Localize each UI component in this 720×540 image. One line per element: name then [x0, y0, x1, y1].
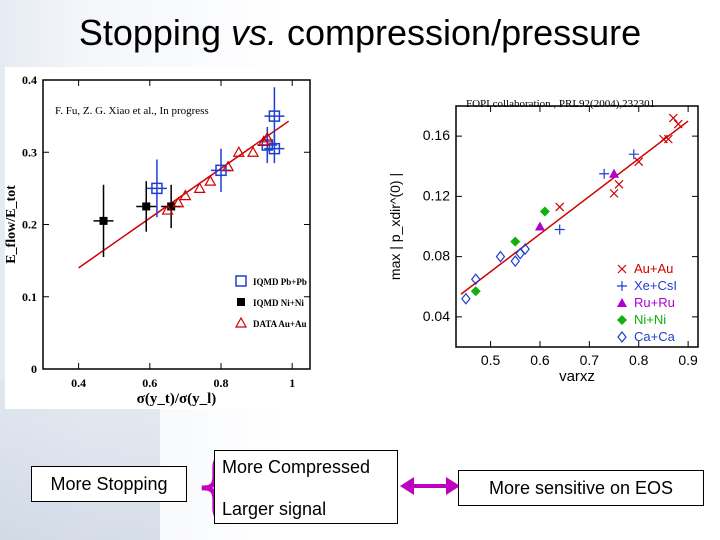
x-axis-label: σ(y_t)/σ(y_l) — [137, 391, 217, 407]
data-point — [470, 286, 481, 297]
legend-marker — [235, 275, 247, 287]
data-point — [614, 179, 624, 189]
data-point — [179, 189, 192, 201]
data-point — [222, 160, 235, 172]
left-chart: 0.4 0.6 0.8 1 0 0.1 0.2 0.3 0.4 σ(y_t)/σ(y_l) E_fl… — [5, 73, 311, 407]
data-point — [161, 203, 174, 215]
data-point — [268, 110, 281, 122]
data-point — [470, 273, 481, 286]
data-point — [510, 236, 521, 247]
y-tick-label: 0 — [31, 362, 37, 376]
title-part-1: Stopping — [78, 12, 231, 53]
more-sensitive-box: More sensitive on EOS — [458, 470, 704, 506]
x-tick-label: 0.9 — [678, 352, 698, 368]
chart-annotation: FOPI collaboration., PRL92(2004),232301 — [466, 98, 655, 110]
legend-marker — [617, 315, 627, 325]
x-tick-label: 1 — [289, 376, 295, 390]
legend-marker — [234, 316, 248, 328]
data-point — [193, 182, 206, 193]
data-point — [539, 206, 550, 217]
data-point — [628, 149, 639, 160]
y-axis-label: E_flow/E_tot — [5, 185, 19, 264]
data-point — [172, 196, 185, 208]
data-point — [634, 157, 644, 167]
title-part-2: compression/pressure — [276, 12, 642, 53]
right-chart: 0.5 0.6 0.7 0.8 0.9 0.04 0.08 0.12 0.16 varxz max … — [387, 98, 699, 385]
legend-label: Ni+Ni — [634, 312, 666, 327]
title-part-vs: vs. — [230, 12, 277, 53]
data-point — [495, 250, 506, 263]
data-point — [257, 135, 270, 147]
chart-annotation: F. Fu, Z. G. Xiao et al., In progress — [55, 105, 209, 117]
data-point — [142, 202, 151, 211]
data-point — [261, 131, 274, 143]
x-tick-label: 0.7 — [580, 352, 600, 368]
data-point — [663, 134, 673, 144]
y-tick-label: 0.2 — [22, 218, 37, 232]
more-compressed-label: More Compressed — [222, 457, 371, 477]
x-tick-label: 0.8 — [214, 376, 229, 390]
legend-marker — [617, 298, 627, 307]
data-point — [668, 113, 678, 123]
y-tick-label: 0.3 — [22, 145, 37, 159]
data-point — [232, 146, 245, 157]
plot-frame — [455, 105, 699, 348]
data-point — [151, 182, 163, 195]
x-tick-label: 0.4 — [71, 376, 86, 390]
data-point — [99, 216, 108, 225]
data-point — [609, 188, 619, 198]
legend-marker — [617, 264, 627, 274]
data-point — [167, 202, 176, 211]
y-tick-label: 0.08 — [423, 248, 450, 264]
y-tick-label: 0.1 — [22, 290, 37, 304]
x-tick-label: 0.8 — [629, 352, 649, 368]
legend-label: IQMD Pb+Pb — [253, 277, 307, 287]
data-point — [515, 247, 525, 260]
data-point — [554, 224, 565, 235]
left-chart-panel: 0.4 0.6 0.8 1 0 0.1 0.2 0.3 0.4 σ(y_t)/σ(y_l) E_fl… — [5, 67, 349, 409]
x-tick-label: 0.5 — [481, 352, 501, 368]
data-point — [599, 168, 610, 179]
x-axis-label: varxz — [559, 368, 595, 385]
legend-marker — [617, 281, 627, 291]
y-tick-label: 0.12 — [423, 187, 450, 203]
slide-title: Stopping vs. compression/pressure — [0, 12, 720, 54]
legend-label: Xe+CsI — [634, 278, 677, 293]
legend-label: Ru+Ru — [634, 295, 675, 310]
legend-marker — [617, 331, 627, 343]
data-point — [461, 292, 471, 305]
legend-label: IQMD Ni+Ni — [253, 298, 304, 308]
y-tick-label: 0.4 — [22, 73, 37, 87]
data-point — [204, 174, 217, 186]
x-tick-label: 0.6 — [530, 352, 550, 368]
right-chart-panel: 0.5 0.6 0.7 0.8 0.9 0.04 0.08 0.12 0.16 varxz max … — [376, 67, 716, 409]
x-tick-label: 0.6 — [142, 376, 157, 390]
y-tick-label: 0.04 — [423, 308, 450, 324]
data-point — [510, 255, 521, 268]
more-stopping-box: More Stopping — [31, 466, 187, 502]
fit-line — [460, 120, 689, 295]
data-point — [534, 221, 545, 231]
data-point — [609, 168, 620, 178]
legend-label: DATA Au+Au — [253, 319, 307, 329]
data-point — [520, 243, 530, 256]
data-point — [673, 119, 683, 129]
legend-marker — [237, 298, 245, 306]
legend-label: Ca+Ca — [634, 329, 676, 344]
double-arrow-icon — [400, 477, 460, 495]
larger-signal-label: Larger signal — [222, 499, 327, 519]
y-axis-label: max | p_xdir^(0) | — [387, 173, 403, 280]
data-point — [247, 146, 260, 157]
data-point — [555, 202, 565, 212]
y-tick-label: 0.16 — [423, 127, 450, 143]
legend-label: Au+Au — [634, 261, 673, 276]
compressed-box: More Compressed Larger signal — [214, 450, 398, 524]
